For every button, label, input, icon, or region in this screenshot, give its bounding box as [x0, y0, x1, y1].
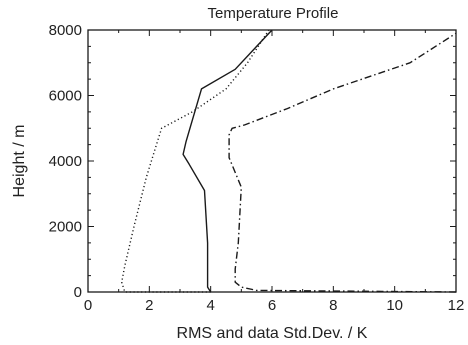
y-tick-label: 6000 [49, 88, 82, 105]
y-tick-label: 2000 [49, 219, 82, 236]
series-line-dotted [120, 29, 270, 293]
plot-frame [87, 29, 457, 293]
axis-ticks: 0 2 4 6 8 10 12 0 2000 4000 6000 8000 [49, 22, 465, 314]
x-axis-label: RMS and data Std.Dev. / K [177, 325, 368, 342]
y-tick-label: 4000 [49, 153, 82, 170]
x-tick-label: 6 [268, 297, 276, 314]
x-tick-label: 0 [84, 297, 92, 314]
x-tick-label: 12 [448, 297, 465, 314]
series-layer [120, 29, 457, 293]
series-line-solid [182, 29, 273, 293]
chart-title: Temperature Profile [208, 5, 339, 22]
x-tick-label: 8 [329, 297, 337, 314]
y-tick-label: 8000 [49, 22, 82, 39]
x-tick-label: 2 [145, 297, 153, 314]
x-tick-label: 10 [386, 297, 403, 314]
y-tick-label: 0 [74, 284, 82, 301]
series-line-dashdot [228, 32, 457, 293]
x-tick-label: 4 [206, 297, 214, 314]
y-axis-label: Height / m [11, 125, 28, 198]
